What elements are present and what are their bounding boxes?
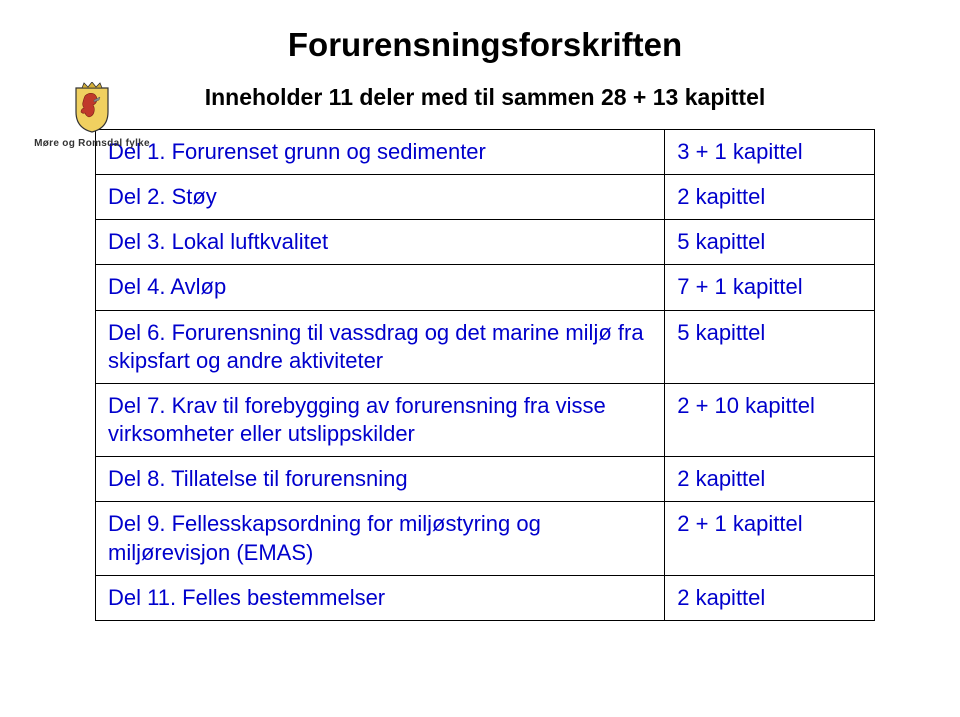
table-row: Del 4. Avløp7 + 1 kapittel <box>96 265 875 310</box>
row-value: 5 kapittel <box>665 220 875 265</box>
row-label: Del 9. Fellesskapsordning for miljøstyri… <box>96 502 665 575</box>
row-label: Del 8. Tillatelse til forurensning <box>96 457 665 502</box>
table-row: Del 8. Tillatelse til forurensning2 kapi… <box>96 457 875 502</box>
row-value: 3 + 1 kapittel <box>665 130 875 175</box>
table-row: Del 9. Fellesskapsordning for miljøstyri… <box>96 502 875 575</box>
slide-title: Forurensningsforskriften <box>70 26 900 64</box>
table-row: Del 3. Lokal luftkvalitet5 kapittel <box>96 220 875 265</box>
crest-icon <box>70 82 114 134</box>
row-value: 2 kapittel <box>665 575 875 620</box>
table-row: Del 1. Forurenset grunn og sedimenter3 +… <box>96 130 875 175</box>
content-table: Del 1. Forurenset grunn og sedimenter3 +… <box>95 129 875 621</box>
row-label: Del 7. Krav til forebygging av forurensn… <box>96 383 665 456</box>
table-row: Del 11. Felles bestemmelser2 kapittel <box>96 575 875 620</box>
org-name: Møre og Romsdal fylke <box>22 138 162 149</box>
row-label: Del 11. Felles bestemmelser <box>96 575 665 620</box>
table-row: Del 6. Forurensning til vassdrag og det … <box>96 310 875 383</box>
row-label: Del 2. Støy <box>96 175 665 220</box>
row-label: Del 4. Avløp <box>96 265 665 310</box>
row-value: 7 + 1 kapittel <box>665 265 875 310</box>
slide-subtitle: Inneholder 11 deler med til sammen 28 + … <box>70 84 900 111</box>
table-row: Del 7. Krav til forebygging av forurensn… <box>96 383 875 456</box>
row-label: Del 6. Forurensning til vassdrag og det … <box>96 310 665 383</box>
row-value: 2 + 1 kapittel <box>665 502 875 575</box>
row-value: 5 kapittel <box>665 310 875 383</box>
row-label: Del 1. Forurenset grunn og sedimenter <box>96 130 665 175</box>
table-row: Del 2. Støy2 kapittel <box>96 175 875 220</box>
row-label: Del 3. Lokal luftkvalitet <box>96 220 665 265</box>
org-logo: Møre og Romsdal fylke <box>22 82 162 149</box>
row-value: 2 kapittel <box>665 175 875 220</box>
slide: Møre og Romsdal fylke Forurensningsforsk… <box>0 0 960 717</box>
row-value: 2 + 10 kapittel <box>665 383 875 456</box>
row-value: 2 kapittel <box>665 457 875 502</box>
